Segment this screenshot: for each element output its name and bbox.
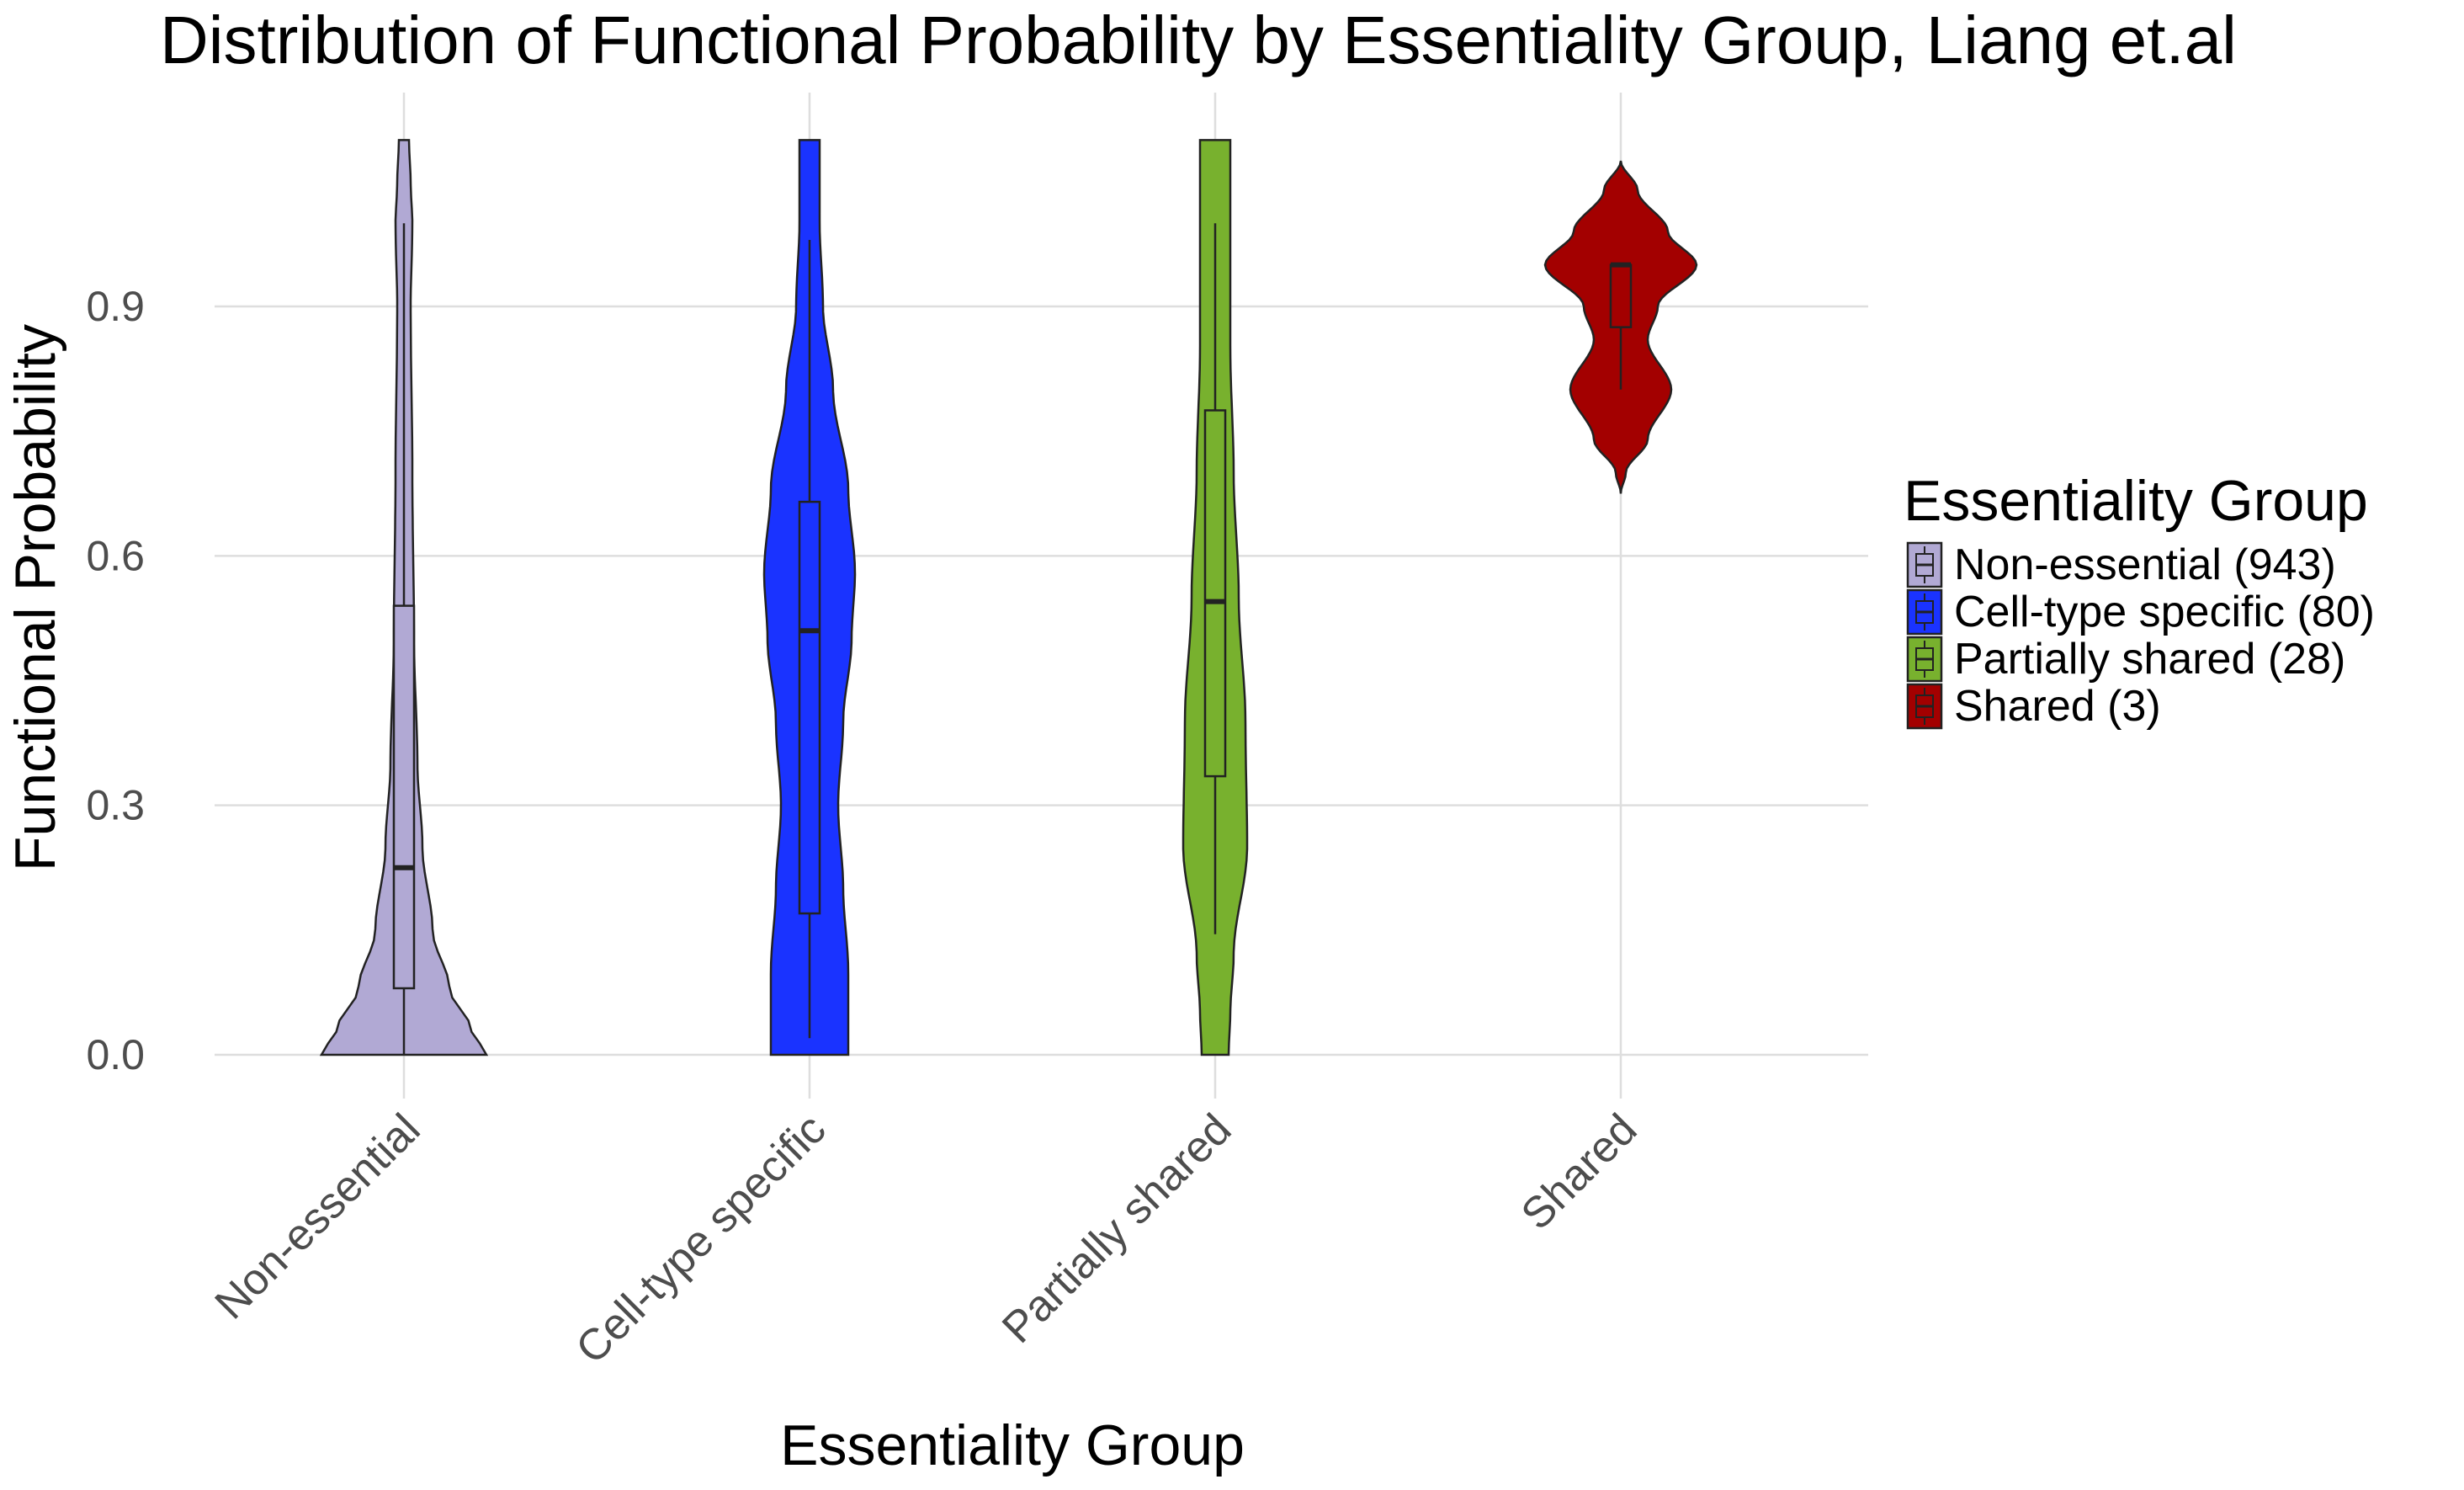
- box: [1609, 263, 1633, 328]
- violins: [319, 139, 1698, 1056]
- x-tick-label: Partially shared: [993, 1104, 1240, 1352]
- y-tick-label: 0.6: [86, 532, 145, 579]
- legend-label: Partially shared (28): [1954, 635, 2345, 684]
- box: [392, 604, 416, 990]
- y-tick-label: 0.3: [86, 782, 145, 829]
- boxplot: [1203, 223, 1227, 934]
- legend-items: Non-essential (943)Cell-type specific (8…: [1906, 540, 2375, 731]
- legend-key: [1906, 541, 1943, 588]
- legend-key: [1906, 636, 1943, 683]
- legend-label: Shared (3): [1954, 682, 2161, 731]
- legend-key: [1906, 683, 1943, 730]
- legend-title: Essentiality Group: [1904, 469, 2368, 533]
- x-tick-label: Non-essential: [206, 1104, 430, 1328]
- boxplots: [392, 223, 1633, 1055]
- legend-key: [1906, 588, 1943, 636]
- x-axis-title: Essentiality Group: [780, 1413, 1245, 1477]
- x-tick-label: Cell-type specific: [567, 1104, 836, 1373]
- legend: Essentiality Group Non-essential (943)Ce…: [1904, 469, 2375, 731]
- box: [1203, 409, 1227, 778]
- y-tick-label: 0.9: [86, 283, 145, 330]
- boxplot: [1609, 262, 1633, 390]
- x-tick-label: Shared: [1512, 1104, 1647, 1239]
- legend-label: Cell-type specific (80): [1954, 588, 2375, 636]
- x-tick-labels: Non-essential Cell-type specific Partially…: [206, 1104, 1647, 1373]
- boxplot: [798, 239, 821, 1039]
- y-tick-labels: 0.0 0.3 0.6 0.9: [86, 283, 145, 1078]
- legend-label: Non-essential (943): [1954, 540, 2336, 589]
- y-tick-label: 0.0: [86, 1031, 145, 1078]
- y-axis-title: Functional Probability: [3, 324, 67, 871]
- chart-title: Distribution of Functional Probability b…: [160, 3, 2237, 77]
- box: [798, 500, 821, 915]
- boxplot: [392, 223, 416, 1055]
